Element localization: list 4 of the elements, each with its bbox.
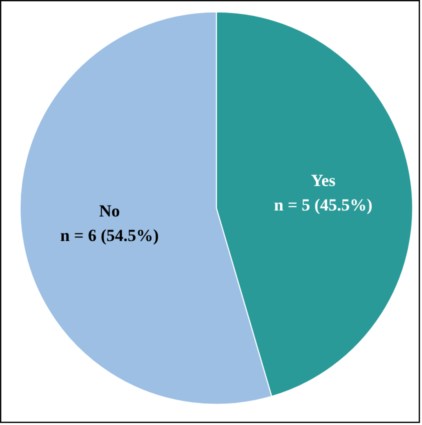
data-label: n = 5 (45.5%) — [274, 196, 372, 215]
slice-label: Yes — [310, 170, 336, 190]
slice-label: No — [99, 202, 120, 221]
data-label: n = 6 (54.5%) — [60, 226, 159, 246]
